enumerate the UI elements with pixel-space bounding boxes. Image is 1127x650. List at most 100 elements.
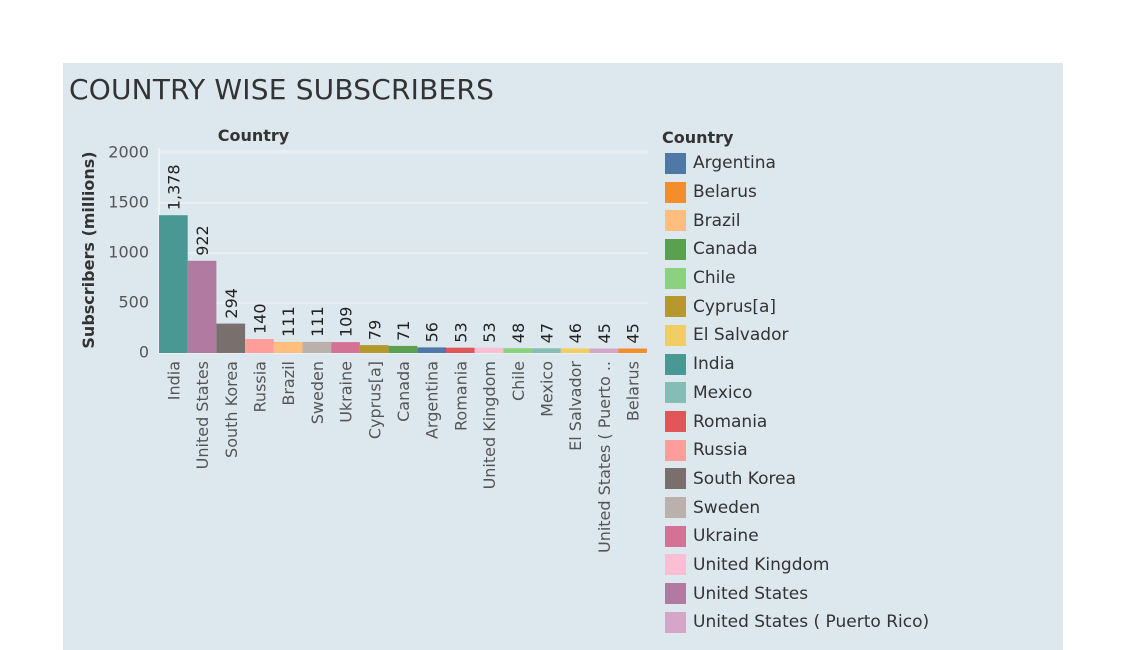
data-label: 56 xyxy=(423,322,442,342)
y-tick-label: 500 xyxy=(118,293,149,312)
legend-item[interactable]: United States xyxy=(662,579,982,608)
bar-romania xyxy=(446,347,475,353)
y-axis-label: Subscribers (millions) xyxy=(79,151,98,348)
legend-swatch xyxy=(665,152,686,174)
data-label: 294 xyxy=(222,288,241,319)
data-label: 47 xyxy=(537,323,556,343)
legend-item[interactable]: Romania xyxy=(662,407,982,436)
x-tick-label: Mexico xyxy=(537,361,556,417)
data-label: 109 xyxy=(337,307,356,338)
legend-swatch xyxy=(665,382,686,404)
legend-swatch xyxy=(665,554,686,576)
legend-label: Brazil xyxy=(693,210,741,231)
data-label: 53 xyxy=(451,322,470,342)
legend: Country Argentina Belarus Brazil Canada Chil… xyxy=(662,127,982,637)
bar-united-kingdom xyxy=(474,347,504,353)
legend-item[interactable]: Belarus xyxy=(662,178,982,207)
bar-south-korea xyxy=(216,323,246,353)
x-tick-label: Belarus xyxy=(624,361,643,421)
x-tick-label: Chile xyxy=(509,361,528,401)
x-tick-label: United Kingdom xyxy=(480,361,499,489)
data-label: 48 xyxy=(509,323,528,343)
legend-swatch xyxy=(665,497,686,519)
data-label: 1,378 xyxy=(164,164,183,210)
legend-label: United States ( Puerto Rico) xyxy=(693,612,930,633)
x-tick-label: Brazil xyxy=(279,361,298,406)
legend-item[interactable]: Cyprus[a] xyxy=(662,292,982,321)
legend-label: Belarus xyxy=(693,182,757,203)
legend-label: Romania xyxy=(693,411,768,432)
legend-label: United States xyxy=(693,583,809,604)
x-tick-label: United States xyxy=(193,361,212,469)
x-tick-label: Sweden xyxy=(308,361,327,424)
legend-swatch xyxy=(665,468,686,490)
chart-header: Country xyxy=(218,126,290,145)
legend-label: Russia xyxy=(693,440,748,461)
legend-item[interactable]: Russia xyxy=(662,436,982,465)
data-label: 79 xyxy=(365,320,384,340)
legend-swatch xyxy=(665,296,686,318)
legend-items: Argentina Belarus Brazil Canada Chile Cyprus[… xyxy=(662,149,982,637)
legend-item[interactable]: Argentina xyxy=(662,149,982,178)
data-label: 71 xyxy=(394,321,413,341)
x-tick-label: Argentina xyxy=(423,361,442,439)
chart-panel: COUNTRY WISE SUBSCRIBERS 0 500 1000 1500 200… xyxy=(63,63,1063,650)
legend-item[interactable]: Sweden xyxy=(662,493,982,522)
legend-label: Canada xyxy=(693,239,758,260)
bar-mexico xyxy=(532,348,561,353)
legend-label: Ukraine xyxy=(693,526,759,547)
data-label: 111 xyxy=(279,306,298,337)
bar-india xyxy=(159,215,188,353)
legend-item[interactable]: Canada xyxy=(662,235,982,264)
legend-swatch xyxy=(665,324,686,346)
legend-item[interactable]: South Korea xyxy=(662,465,982,494)
legend-item[interactable]: Chile xyxy=(662,264,982,293)
legend-label: Cyprus[a] xyxy=(693,296,777,317)
bar-chart: 0 500 1000 1500 2000 Country Subscribers (mill… xyxy=(79,126,648,553)
x-tick-label: Cyprus[a] xyxy=(365,361,384,439)
legend-item[interactable]: United States ( Puerto Rico) xyxy=(662,608,982,637)
y-tick-label: 1000 xyxy=(108,243,149,262)
legend-label: South Korea xyxy=(693,468,797,489)
x-tick-label: India xyxy=(164,361,183,400)
legend-swatch xyxy=(665,210,686,232)
legend-label: El Salvador xyxy=(693,325,789,346)
legend-label: Mexico xyxy=(693,382,753,403)
x-tick-label: Canada xyxy=(394,361,413,422)
x-tick-label: Russia xyxy=(250,361,269,412)
page-title: COUNTRY WISE SUBSCRIBERS xyxy=(69,73,495,106)
y-tick-label: 1500 xyxy=(108,193,149,212)
legend-swatch xyxy=(665,525,686,547)
data-label: 111 xyxy=(308,306,327,337)
bar-russia xyxy=(245,339,274,353)
legend-item[interactable]: Mexico xyxy=(662,379,982,408)
bar-chile xyxy=(503,348,533,353)
bar-sweden xyxy=(302,341,332,353)
legend-item[interactable]: El Salvador xyxy=(662,321,982,350)
legend-item[interactable]: India xyxy=(662,350,982,379)
legend-swatch xyxy=(665,411,686,433)
bar-united-states xyxy=(187,260,217,353)
y-tick-label: 2000 xyxy=(108,143,149,162)
legend-swatch xyxy=(665,353,686,375)
data-label: 922 xyxy=(193,225,212,256)
legend-item[interactable]: Brazil xyxy=(662,206,982,235)
legend-label: India xyxy=(693,354,735,375)
legend-swatch xyxy=(665,181,686,203)
legend-swatch xyxy=(665,583,686,605)
legend-item[interactable]: United Kingdom xyxy=(662,551,982,580)
data-label: 46 xyxy=(566,323,585,343)
bar-cyprus-a- xyxy=(359,345,389,353)
data-label: 140 xyxy=(250,303,269,334)
legend-label: Argentina xyxy=(693,153,776,174)
x-tick-label: South Korea xyxy=(222,361,241,458)
data-label: 45 xyxy=(624,323,643,343)
legend-item[interactable]: Ukraine xyxy=(662,522,982,551)
y-tick-label: 0 xyxy=(139,343,149,362)
bar-canada xyxy=(388,345,418,353)
legend-swatch xyxy=(665,439,686,461)
legend-label: Chile xyxy=(693,268,736,289)
data-label: 45 xyxy=(595,323,614,343)
x-tick-label: Ukraine xyxy=(337,361,356,423)
x-tick-label: Romania xyxy=(451,361,470,431)
